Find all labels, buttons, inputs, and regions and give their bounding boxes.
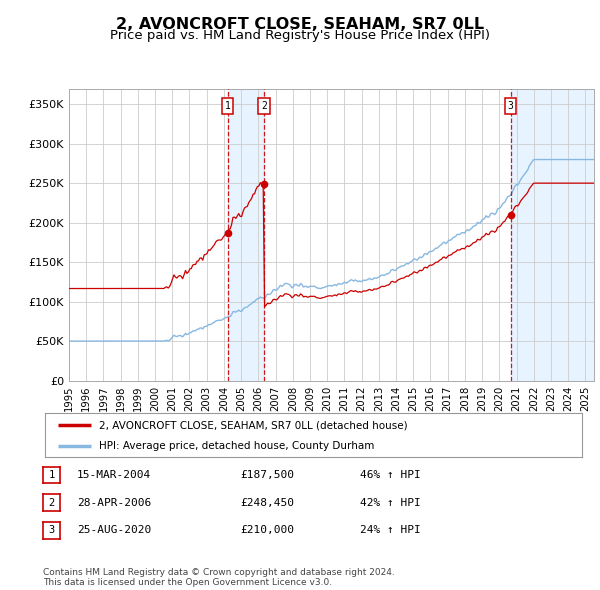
Text: 42% ↑ HPI: 42% ↑ HPI bbox=[360, 498, 421, 507]
Text: £210,000: £210,000 bbox=[240, 526, 294, 535]
Text: 25-AUG-2020: 25-AUG-2020 bbox=[77, 526, 151, 535]
Text: Price paid vs. HM Land Registry's House Price Index (HPI): Price paid vs. HM Land Registry's House … bbox=[110, 30, 490, 42]
Text: 2: 2 bbox=[261, 101, 267, 111]
Text: 24% ↑ HPI: 24% ↑ HPI bbox=[360, 526, 421, 535]
Text: 1: 1 bbox=[224, 101, 230, 111]
Text: 2, AVONCROFT CLOSE, SEAHAM, SR7 0LL (detached house): 2, AVONCROFT CLOSE, SEAHAM, SR7 0LL (det… bbox=[98, 421, 407, 430]
Text: 15-MAR-2004: 15-MAR-2004 bbox=[77, 470, 151, 480]
Text: 46% ↑ HPI: 46% ↑ HPI bbox=[360, 470, 421, 480]
Text: 3: 3 bbox=[508, 101, 514, 111]
Text: £187,500: £187,500 bbox=[240, 470, 294, 480]
Text: 28-APR-2006: 28-APR-2006 bbox=[77, 498, 151, 507]
Text: Contains HM Land Registry data © Crown copyright and database right 2024.
This d: Contains HM Land Registry data © Crown c… bbox=[43, 568, 395, 587]
Text: 2, AVONCROFT CLOSE, SEAHAM, SR7 0LL: 2, AVONCROFT CLOSE, SEAHAM, SR7 0LL bbox=[116, 17, 484, 31]
Text: 2: 2 bbox=[49, 498, 55, 507]
Text: £248,450: £248,450 bbox=[240, 498, 294, 507]
Text: 3: 3 bbox=[49, 526, 55, 535]
Text: HPI: Average price, detached house, County Durham: HPI: Average price, detached house, Coun… bbox=[98, 441, 374, 451]
Bar bbox=[227, 88, 264, 381]
Bar bbox=[511, 88, 594, 381]
Text: 1: 1 bbox=[49, 470, 55, 480]
